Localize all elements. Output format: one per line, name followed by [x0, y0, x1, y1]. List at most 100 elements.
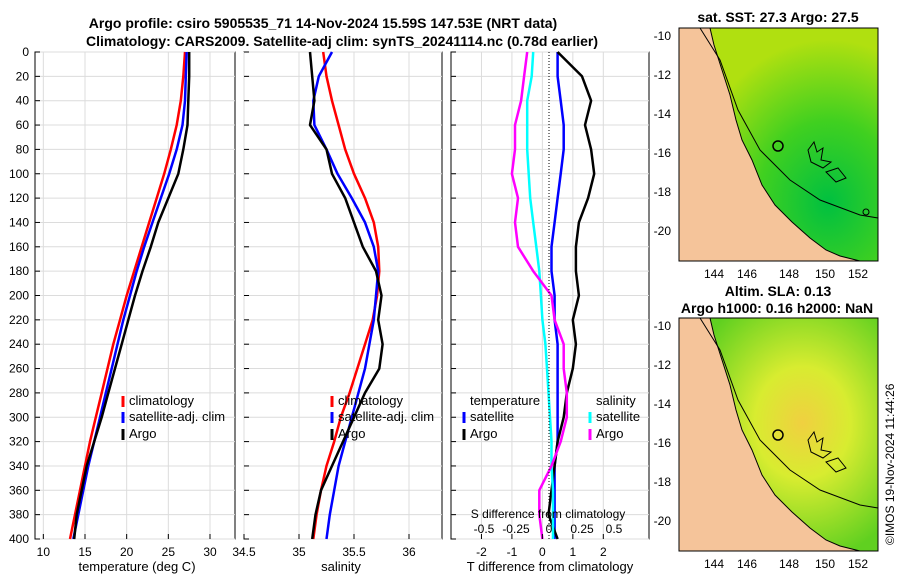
sla-map-title-line2: Argo h1000: 0.16 h2000: NaN [681, 300, 873, 316]
sst-lon-tick: 152 [848, 267, 868, 281]
x-tick-label: -2 [476, 545, 487, 559]
y-tick-label: 160 [9, 240, 29, 254]
x-tick-label: 36 [402, 545, 416, 559]
y-tick-label: 100 [9, 167, 29, 181]
temperature-xlabel: temperature (deg C) [78, 559, 195, 574]
y-tick-label: 20 [16, 69, 30, 83]
s-tick-label: 0.25 [570, 522, 594, 536]
y-tick-label: 240 [9, 337, 29, 351]
series-line-s-argo [510, 51, 569, 540]
sst-map [678, 27, 879, 262]
x-tick-label: 10 [37, 545, 51, 559]
x-tick-label: 35.5 [342, 545, 366, 559]
series-line-climatology [68, 51, 187, 540]
sla-map [678, 317, 879, 552]
x-tick-label: 15 [78, 545, 92, 559]
series-line-satellite [312, 51, 380, 540]
y-tick-label: 340 [9, 459, 29, 473]
sst-small-marker [862, 208, 870, 216]
sla-land-mass [678, 317, 861, 552]
sst-lon-tick: 144 [704, 267, 724, 281]
y-tick-label: 180 [9, 264, 29, 278]
y-tick-label: 140 [9, 215, 29, 229]
sla-lon-tick: 152 [848, 557, 868, 571]
series-line-s-satellite [525, 51, 555, 539]
s-tick-label: 0.5 [606, 522, 623, 536]
sla-lat-tick: -18 [654, 475, 672, 489]
sla-lat-tick: -16 [654, 436, 672, 450]
x-tick-label: 20 [120, 545, 134, 559]
sla-lon-tick: 150 [815, 557, 835, 571]
sst-lat-tick: -16 [654, 146, 672, 160]
figure-title-line1: Argo profile: csiro 5905535_71 14-Nov-20… [89, 15, 557, 31]
y-tick-label: 200 [9, 289, 29, 303]
s-difference-label: S difference from climatology [471, 507, 626, 521]
series-line-argo [308, 51, 384, 540]
figure-title-line2: Climatology: CARS2009. Satellite-adj cli… [86, 33, 598, 49]
sla-lon-tick: 146 [737, 557, 757, 571]
series-line-argo [72, 52, 191, 540]
sst-map-axes: -10 -12 -14 -16 -18 -20 144 146 148 150 … [654, 29, 869, 281]
difference-legend: temperature satellite Argo salinity sate… [462, 393, 640, 441]
sst-lon-tick: 146 [737, 267, 757, 281]
sst-lat-tick: -14 [654, 107, 672, 121]
sla-lat-tick: -14 [654, 397, 672, 411]
x-tick-label: 1 [570, 545, 577, 559]
sla-lon-tick: 148 [779, 557, 799, 571]
sla-argo-marker [772, 429, 784, 441]
sla-lon-tick: 144 [704, 557, 724, 571]
y-tick-label: 380 [9, 508, 29, 522]
y-tick-label: 220 [9, 313, 29, 327]
x-tick-label: 34.5 [232, 545, 256, 559]
y-tick-label: 300 [9, 410, 29, 424]
y-tick-label: 360 [9, 483, 29, 497]
sst-isobath [699, 27, 879, 219]
y-tick-label: 40 [16, 94, 30, 108]
legend-label-t-satellite: satellite [470, 409, 514, 424]
legend-label-s-satellite: satellite [596, 409, 640, 424]
sst-argo-marker [772, 140, 784, 152]
s-tick-label: -0.5 [474, 522, 495, 536]
sla-lat-tick: -20 [654, 514, 672, 528]
sst-land-mass [678, 27, 861, 262]
legend-heading-temperature: temperature [470, 393, 540, 408]
legend-label-satellite: satellite-adj. clim [338, 409, 434, 424]
y-tick-label: 400 [9, 532, 29, 546]
sla-reefs [807, 430, 847, 473]
sla-map-title-line1: Altim. SLA: 0.13 [725, 283, 832, 299]
y-tick-label: 0 [22, 45, 29, 59]
legend-label-s-argo: Argo [596, 426, 623, 441]
legend-label-argo: Argo [338, 426, 365, 441]
sst-map-title: sat. SST: 27.3 Argo: 27.5 [697, 9, 859, 25]
legend-label-t-argo: Argo [470, 426, 497, 441]
legend-label-climatology: climatology [129, 393, 195, 408]
sst-lat-tick: -12 [654, 68, 672, 82]
difference-xlabel: T difference from climatology [467, 559, 634, 574]
x-tick-label: 30 [203, 545, 217, 559]
sla-isobath [699, 317, 879, 509]
x-tick-label: 25 [162, 545, 176, 559]
sst-lon-tick: 150 [815, 267, 835, 281]
credit-timestamp: ©IMOS 19-Nov-2024 11:44:26 [883, 383, 897, 545]
x-tick-label: 0 [539, 545, 546, 559]
profile-lines [68, 51, 596, 540]
sla-lat-tick: -12 [654, 358, 672, 372]
y-tick-label: 60 [16, 118, 30, 132]
sst-lat-tick: -10 [654, 29, 672, 43]
s-tick-label: 0 [546, 522, 553, 536]
s-tick-label: -0.25 [502, 522, 530, 536]
sst-lon-tick: 148 [779, 267, 799, 281]
sla-lat-tick: -10 [654, 319, 672, 333]
legend-label-satellite: satellite-adj. clim [129, 409, 225, 424]
sla-map-axes: -10 -12 -14 -16 -18 -20 144 146 148 150 … [654, 319, 869, 571]
legend-label-argo: Argo [129, 426, 156, 441]
temperature-legend: climatology satellite-adj. clim Argo [121, 393, 225, 441]
x-tick-label: 2 [600, 545, 607, 559]
legend-label-climatology: climatology [338, 393, 404, 408]
legend-heading-salinity: salinity [596, 393, 636, 408]
salinity-legend: climatology satellite-adj. clim Argo [330, 393, 434, 441]
y-tick-label: 260 [9, 362, 29, 376]
sst-lat-tick: -20 [654, 224, 672, 238]
sst-lat-tick: -18 [654, 185, 672, 199]
